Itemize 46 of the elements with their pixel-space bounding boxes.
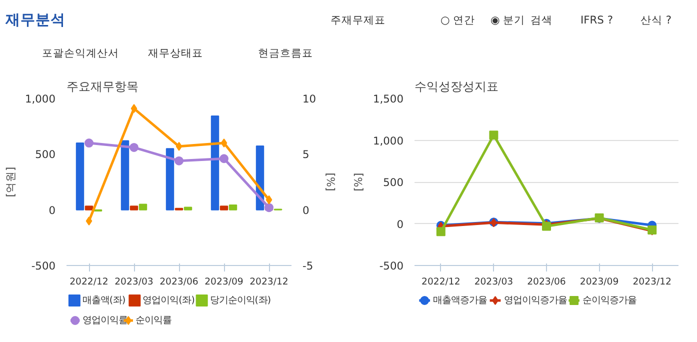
y-tick-label: 1,500 [372,92,404,106]
y-tick-label: -500 [379,260,404,272]
x-tick-label: 2022/12 [70,276,108,288]
chart-title: 주요재무항목 [66,80,138,94]
text: IFRS ? [580,13,613,26]
y2-tick-label: -5 [302,260,314,272]
y2-tick-label: 5 [302,148,310,162]
x-tick-label: 2023/12 [632,276,672,288]
legend-label: 매출액(좌) [82,295,126,306]
legend-label: 영업이익률 [82,315,128,326]
chart-title: 수익성장성지표 [414,80,498,94]
x-tick-label: 2023/06 [160,276,198,288]
y-axis-title: [억원] [4,166,17,198]
legend-label: 순이익증가율 [582,295,637,306]
x-tick-label: 2023/09 [580,276,619,288]
y-tick-label: 500 [35,148,56,162]
y-tick-label: 0 [396,218,404,231]
y-axis-title: [%] [352,172,365,192]
text: ○ 연간 [440,13,476,26]
legend-label: 당기순이익(좌) [210,295,272,306]
legend-label: 순이익률 [136,315,172,326]
x-tick-label: 2023/12 [250,276,288,288]
y-tick-label: 1,000 [372,134,404,148]
legend-label: 영업이익증가율 [504,295,567,306]
legend-label: 매출액증가율 [433,295,488,306]
x-tick-label: 2023/03 [114,276,154,288]
text: ◉ 분기 [490,13,526,26]
text: 재무분석 [4,11,66,28]
text: 현금흐름표 [258,46,313,60]
y-tick-label: 500 [383,176,404,189]
y2-tick-label: 0 [302,204,310,217]
x-tick-label: 2023/06 [527,276,566,288]
y-tick-label: 1,000 [24,92,56,106]
y2-axis-title: [%] [324,172,338,192]
text: 검색 [530,13,552,26]
text: 주재무제표 [330,13,386,26]
x-tick-label: 2023/09 [204,276,244,288]
y2-tick-label: 10 [302,92,316,106]
x-tick-label: 2023/03 [474,276,514,288]
x-tick-label: 2022/12 [422,276,460,288]
text: 산식 ? [640,13,672,26]
y-tick-label: -500 [31,260,56,272]
text: 포괄손익계산서 [42,46,119,60]
legend-label: 영업이익(좌) [142,295,195,306]
text: 재무상태표 [148,46,203,60]
y-tick-label: 0 [48,204,56,217]
